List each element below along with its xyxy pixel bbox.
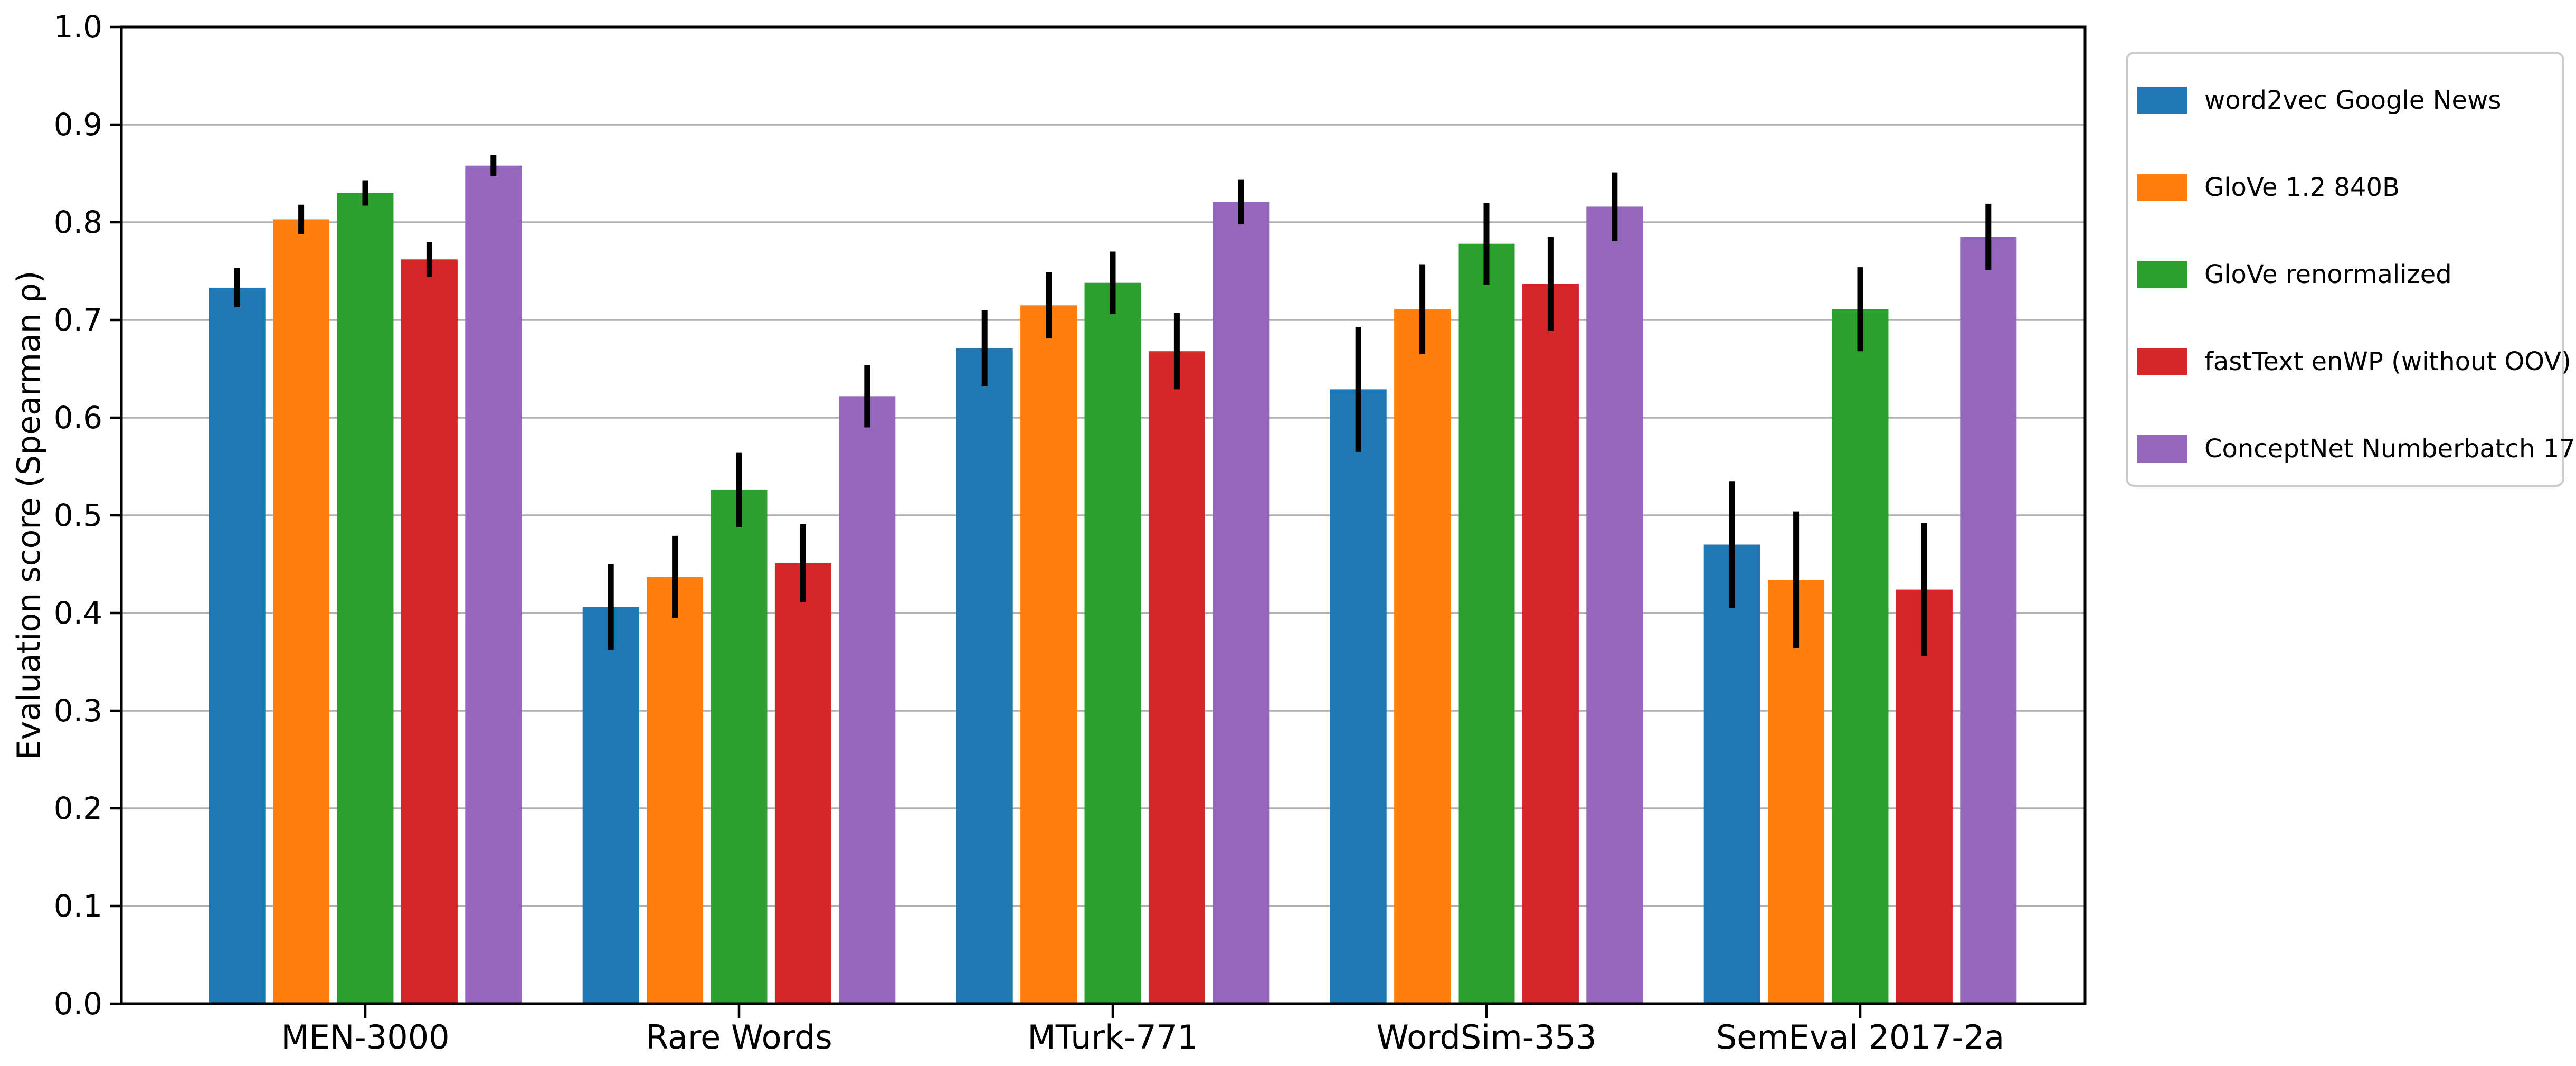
x-tick-label-rare-words: Rare Words bbox=[646, 1018, 832, 1056]
bar-semeval-2017-2a-fasttext-enwp-without-oov bbox=[1896, 589, 1953, 1004]
legend-label-glove-1-2-840b: GloVe 1.2 840B bbox=[2204, 173, 2400, 202]
y-tick-label-0.3: 0.3 bbox=[54, 693, 102, 729]
bar-men-3000-word2vec-google-news bbox=[209, 287, 266, 1004]
y-tick-label-1.0: 1.0 bbox=[54, 9, 102, 45]
legend-swatch-word2vec-google-news bbox=[2137, 87, 2187, 114]
legend-swatch-fasttext-enwp-without-oov bbox=[2137, 348, 2187, 375]
y-tick-label-0.9: 0.9 bbox=[54, 107, 102, 143]
legend-label-fasttext-enwp-without-oov: fastText enWP (without OOV) bbox=[2204, 347, 2571, 376]
axes-layer: 0.0 0.1 0.2 0.3 0.4 0.5 0.6 0.7 0.8 0.9 1.0 MEN-300… bbox=[54, 9, 2087, 1056]
bar-men-3000-glove-1-2-840b bbox=[273, 219, 330, 1004]
legend-label-word2vec-google-news: word2vec Google News bbox=[2204, 86, 2501, 115]
bar-wordsim-353-word2vec-google-news bbox=[1330, 389, 1387, 1004]
y-axis-label: Evaluation score (Spearman ρ) bbox=[11, 271, 48, 760]
bar-wordsim-353-glove-1-2-840b bbox=[1394, 309, 1451, 1004]
legend-swatch-glove-1-2-840b bbox=[2137, 174, 2187, 201]
legend-label-conceptnet-numberbatch-17-04: ConceptNet Numberbatch 17.04 bbox=[2204, 434, 2576, 464]
bar-mturk-771-glove-renormalized bbox=[1084, 282, 1141, 1004]
y-tick-label-0.0: 0.0 bbox=[54, 986, 102, 1022]
bar-semeval-2017-2a-glove-1-2-840b bbox=[1768, 580, 1825, 1004]
y-tick-label-0.5: 0.5 bbox=[54, 497, 102, 533]
bar-semeval-2017-2a-conceptnet-numberbatch-17-04 bbox=[1960, 237, 2017, 1004]
bar-semeval-2017-2a-word2vec-google-news bbox=[1703, 544, 1760, 1004]
errorbars-layer bbox=[234, 155, 1992, 656]
bar-rare-words-fasttext-enwp-without-oov bbox=[774, 563, 831, 1004]
x-tick-label-men-3000: MEN-3000 bbox=[281, 1018, 449, 1056]
bar-wordsim-353-conceptnet-numberbatch-17-04 bbox=[1586, 206, 1643, 1004]
bar-rare-words-word2vec-google-news bbox=[582, 607, 639, 1004]
bar-wordsim-353-fasttext-enwp-without-oov bbox=[1522, 284, 1579, 1004]
y-tick-label-0.2: 0.2 bbox=[54, 790, 102, 826]
y-tick-label-0.7: 0.7 bbox=[54, 302, 102, 338]
bar-rare-words-glove-1-2-840b bbox=[647, 577, 704, 1004]
x-tick-label-mturk-771: MTurk-771 bbox=[1027, 1018, 1198, 1056]
legend-swatch-glove-renormalized bbox=[2137, 261, 2187, 288]
legend-box bbox=[2126, 52, 2564, 487]
bar-rare-words-conceptnet-numberbatch-17-04 bbox=[839, 396, 896, 1004]
legend: word2vec Google News GloVe 1.2 840B GloVe … bbox=[2126, 52, 2576, 487]
bar-rare-words-glove-renormalized bbox=[711, 489, 768, 1004]
bar-men-3000-fasttext-enwp-without-oov bbox=[401, 259, 458, 1004]
bar-wordsim-353-glove-renormalized bbox=[1458, 243, 1515, 1004]
bar-men-3000-glove-renormalized bbox=[337, 193, 394, 1004]
x-tick-label-wordsim-353: WordSim-353 bbox=[1376, 1018, 1596, 1056]
bar-mturk-771-fasttext-enwp-without-oov bbox=[1148, 351, 1205, 1004]
y-tick-label-0.1: 0.1 bbox=[54, 888, 102, 924]
x-tick-label-semeval-2017-2a: SemEval 2017-2a bbox=[1716, 1018, 2004, 1056]
bars-layer bbox=[209, 165, 2017, 1004]
legend-label-glove-renormalized: GloVe renormalized bbox=[2204, 260, 2452, 289]
bar-semeval-2017-2a-glove-renormalized bbox=[1832, 309, 1889, 1004]
y-tick-label-0.4: 0.4 bbox=[54, 595, 102, 631]
bar-men-3000-conceptnet-numberbatch-17-04 bbox=[465, 165, 522, 1004]
legend-swatch-conceptnet-numberbatch-17-04 bbox=[2137, 435, 2187, 463]
y-tick-label-0.8: 0.8 bbox=[54, 204, 102, 240]
bar-mturk-771-word2vec-google-news bbox=[956, 348, 1013, 1004]
bar-mturk-771-conceptnet-numberbatch-17-04 bbox=[1213, 202, 1270, 1004]
y-tick-label-0.6: 0.6 bbox=[54, 400, 102, 436]
bar-mturk-771-glove-1-2-840b bbox=[1020, 305, 1077, 1004]
